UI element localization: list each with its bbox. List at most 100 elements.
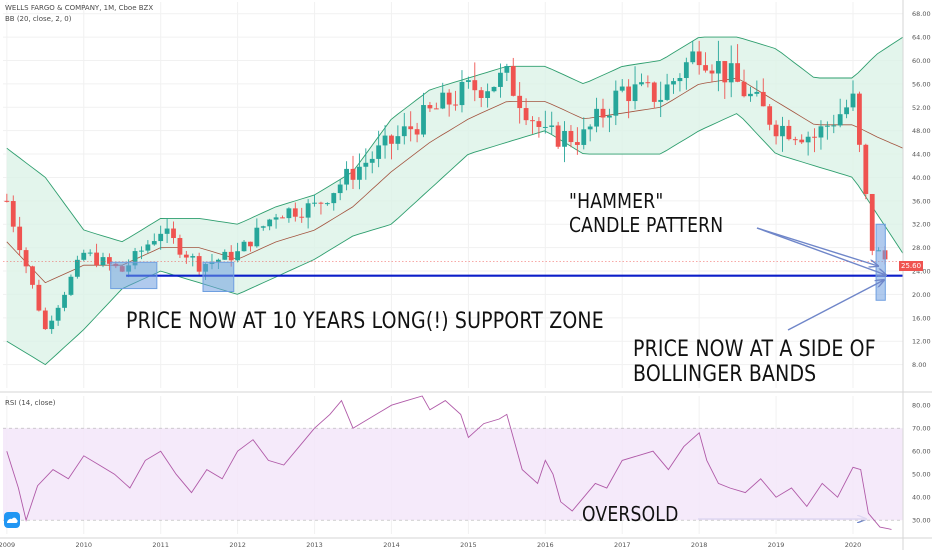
hammer-annotation-line1: "HAMMER" [569,189,664,213]
bollinger-basis-line [6,77,904,284]
candle-body [703,65,708,71]
candle-body [401,126,407,137]
rsi-pane [3,395,903,530]
rsi-tick-label: 80.00 [912,402,931,410]
price-tick-label: 64.00 [912,34,931,42]
candle-body [626,86,632,102]
candle-body [850,93,856,108]
candle-body [55,307,61,321]
candle-body [94,252,99,266]
price-tick-label: 32.00 [912,221,931,229]
candle-body [664,84,670,100]
candle-body [42,310,48,330]
candle-body [196,256,202,272]
candle-body [177,238,183,255]
candle-body [369,158,375,163]
candle-body [562,130,567,147]
candle-body [190,256,196,258]
candle-body [530,120,535,122]
candle-body [709,70,715,74]
candle-body [107,257,112,264]
candle-body [62,294,67,308]
candle-body [472,80,478,91]
candle-body [132,251,138,266]
candle-body [318,202,324,204]
tradingview-logo-icon [4,512,20,528]
price-tick-label: 28.00 [912,244,931,252]
rsi-tick-label: 70.00 [912,425,931,433]
candle-body [780,125,785,137]
candle-body [773,124,779,137]
time-tick-label: 2010 [75,541,92,549]
price-tick-label: 20.00 [912,291,931,299]
candle-body [17,226,23,251]
candle-body [799,139,805,143]
time-tick-label: 2013 [306,541,323,549]
candle-body [504,66,510,73]
candle-body [30,266,35,285]
candle-body [607,115,612,118]
candle-body [741,81,747,97]
candle-body [68,276,74,295]
bollinger-annotation-line1: PRICE NOW AT A SIDE OF [633,337,876,362]
candlesticks [4,40,888,334]
candle-body [690,51,696,63]
candle-body [151,241,157,245]
rsi-tick-label: 30.00 [912,517,931,525]
time-tick-label: 2016 [537,541,554,549]
price-tick-label: 52.00 [912,104,931,112]
rsi-tick-label: 40.00 [912,494,931,502]
candle-body [594,108,599,127]
candle-body [331,193,337,204]
candle-body [491,86,497,92]
price-tick-label: 48.00 [912,127,931,135]
candle-body [671,81,676,85]
candle-body [844,107,849,115]
candle-body [510,66,516,96]
price-tick-label: 40.00 [912,174,931,182]
oversold-annotation: OVERSOLD [582,502,679,526]
candle-body [722,61,728,83]
candle-body [350,168,356,180]
candle-body [805,136,811,143]
candle-body [433,108,439,110]
support-box-2011 [202,261,235,292]
candle-body [645,82,651,84]
price-tick-label: 44.00 [912,151,931,159]
candle-body [158,233,164,242]
candle-body [286,208,292,219]
candle-body [171,228,176,239]
hammer-arrow-2 [756,227,886,275]
candle-body [267,219,273,227]
price-tick-label: 24.00 [912,268,931,276]
candle-body [337,184,343,194]
candle-body [74,259,80,277]
hammer-arrow-1 [756,227,878,266]
candle-body [523,108,529,121]
chart-overlays [3,223,903,519]
candle-body [215,259,221,262]
candle-body [735,63,741,82]
candle-body [145,244,151,251]
candle-body [87,252,93,254]
candle-body [10,201,16,227]
candle-body [414,129,420,135]
candle-body [4,200,10,202]
time-tick-label: 2018 [691,541,708,549]
candle-body [818,126,824,138]
candle-body [632,84,638,102]
candle-body [389,135,394,144]
candle-body [139,250,144,252]
candle-body [376,145,382,159]
candle-body [312,202,317,204]
support-box-2010 [110,261,158,290]
candle-body [453,104,458,106]
candle-body [619,86,625,91]
symbol-legend: WELLS FARGO & COMPANY, 1M, Cboe BZX [5,4,154,12]
candle-body [536,121,542,127]
rsi-tick-label: 60.00 [912,448,931,456]
candle-body [555,125,561,147]
time-tick-label: 2011 [152,541,169,549]
bollinger-annotation-line2: BOLLINGER BANDS [633,362,817,387]
